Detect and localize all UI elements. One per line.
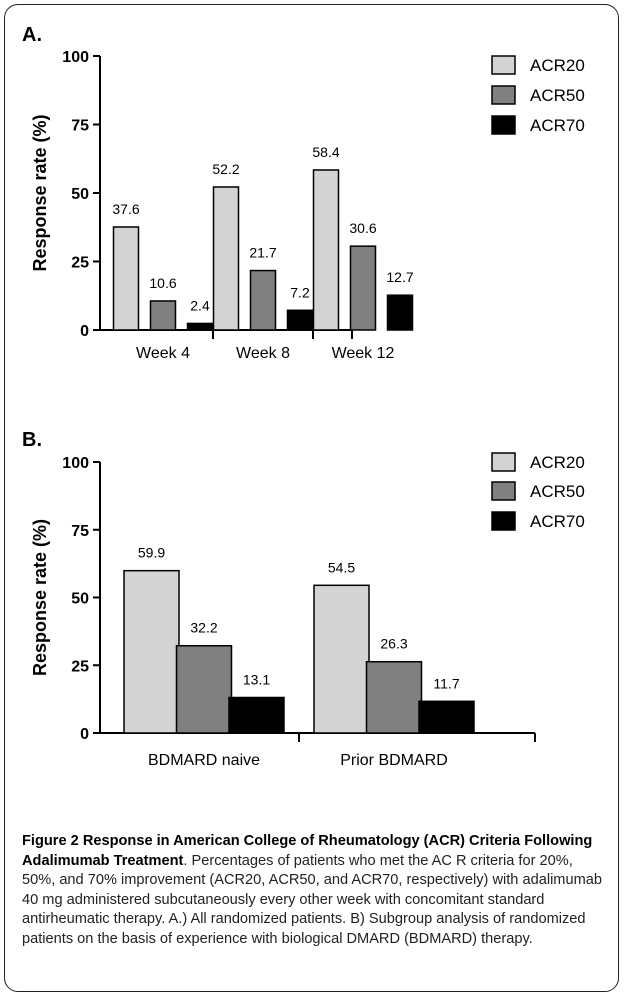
y-tick-label: 75	[71, 523, 89, 540]
legend-swatch	[491, 452, 516, 472]
y-tick-label: 75	[71, 118, 89, 135]
chart-panel-b: B. 0 25 50 75 100 Response rate (%) BDMARD naiv…	[22, 429, 585, 769]
legend-label: ACR70	[530, 512, 585, 531]
figure-frame	[4, 4, 619, 992]
y-tick-label: 0	[80, 323, 89, 340]
bar-acr20	[123, 569, 180, 734]
legend-swatch	[491, 115, 516, 135]
bar-acr70	[386, 294, 414, 331]
data-label: 21.7	[249, 245, 276, 261]
bar-acr50	[365, 660, 423, 734]
legend-label: ACR20	[530, 453, 585, 472]
y-tick-label: 100	[62, 455, 89, 472]
data-label: 13.1	[243, 671, 270, 687]
data-label: 52.2	[212, 161, 239, 177]
legend-swatch	[491, 481, 516, 501]
y-axis-label: Response rate (%)	[30, 114, 50, 271]
y-tick-label: 25	[71, 658, 89, 675]
y-axis-label: Response rate (%)	[30, 519, 50, 676]
chart-panel-a: A. 0 25 50 75 100 Response rate (%) Week 4 Week …	[22, 24, 585, 362]
bar-acr70	[228, 696, 285, 734]
data-label: 7.2	[290, 284, 310, 300]
bar-acr50	[249, 269, 277, 331]
data-label: 37.6	[112, 201, 139, 217]
bar-acr20	[312, 169, 340, 331]
bar-acr50	[175, 644, 233, 734]
category-label: Week 12	[332, 345, 395, 362]
y-tick-label: 100	[62, 49, 89, 66]
data-label: 12.7	[386, 269, 413, 285]
category-label: Week 4	[136, 345, 190, 362]
legend-swatch	[491, 85, 516, 105]
legend-swatch	[491, 55, 516, 75]
legend-label: ACR70	[530, 116, 585, 135]
caption-body: . Percentages of patients who met the AC…	[22, 852, 602, 947]
category-label: Week 8	[236, 345, 290, 362]
data-label: 54.5	[328, 559, 355, 575]
legend-swatch	[491, 511, 516, 531]
bar-acr70	[186, 322, 214, 331]
bar-acr20	[212, 186, 240, 331]
figure-caption: Figure 2 Response in American College of…	[22, 832, 608, 950]
bar-acr50	[149, 300, 177, 331]
y-tick-label: 25	[71, 255, 89, 272]
data-label: 26.3	[380, 636, 407, 652]
data-label: 32.2	[190, 620, 217, 636]
data-label: 58.4	[312, 144, 339, 160]
y-tick-label: 0	[80, 726, 89, 743]
panel-label: B.	[22, 429, 42, 451]
data-label: 10.6	[149, 275, 176, 291]
category-label: Prior BDMARD	[340, 752, 448, 769]
panel-label: A.	[22, 24, 42, 46]
bar-acr70	[286, 309, 314, 331]
caption-title: Figure 2 Response in American College of…	[22, 833, 593, 869]
legend-label: ACR50	[530, 482, 585, 501]
category-label: BDMARD naive	[148, 752, 260, 769]
legend-label: ACR20	[530, 56, 585, 75]
data-label: 30.6	[349, 220, 376, 236]
bar-acr20	[313, 584, 370, 734]
bar-acr70	[418, 700, 475, 734]
legend-label: ACR50	[530, 86, 585, 105]
bar-acr20	[112, 226, 140, 331]
y-tick-label: 50	[71, 591, 89, 608]
y-tick-label: 50	[71, 186, 89, 203]
data-label: 59.9	[138, 545, 165, 561]
data-label: 11.7	[433, 675, 459, 691]
data-label: 2.4	[190, 297, 210, 313]
bar-acr50	[349, 245, 377, 331]
